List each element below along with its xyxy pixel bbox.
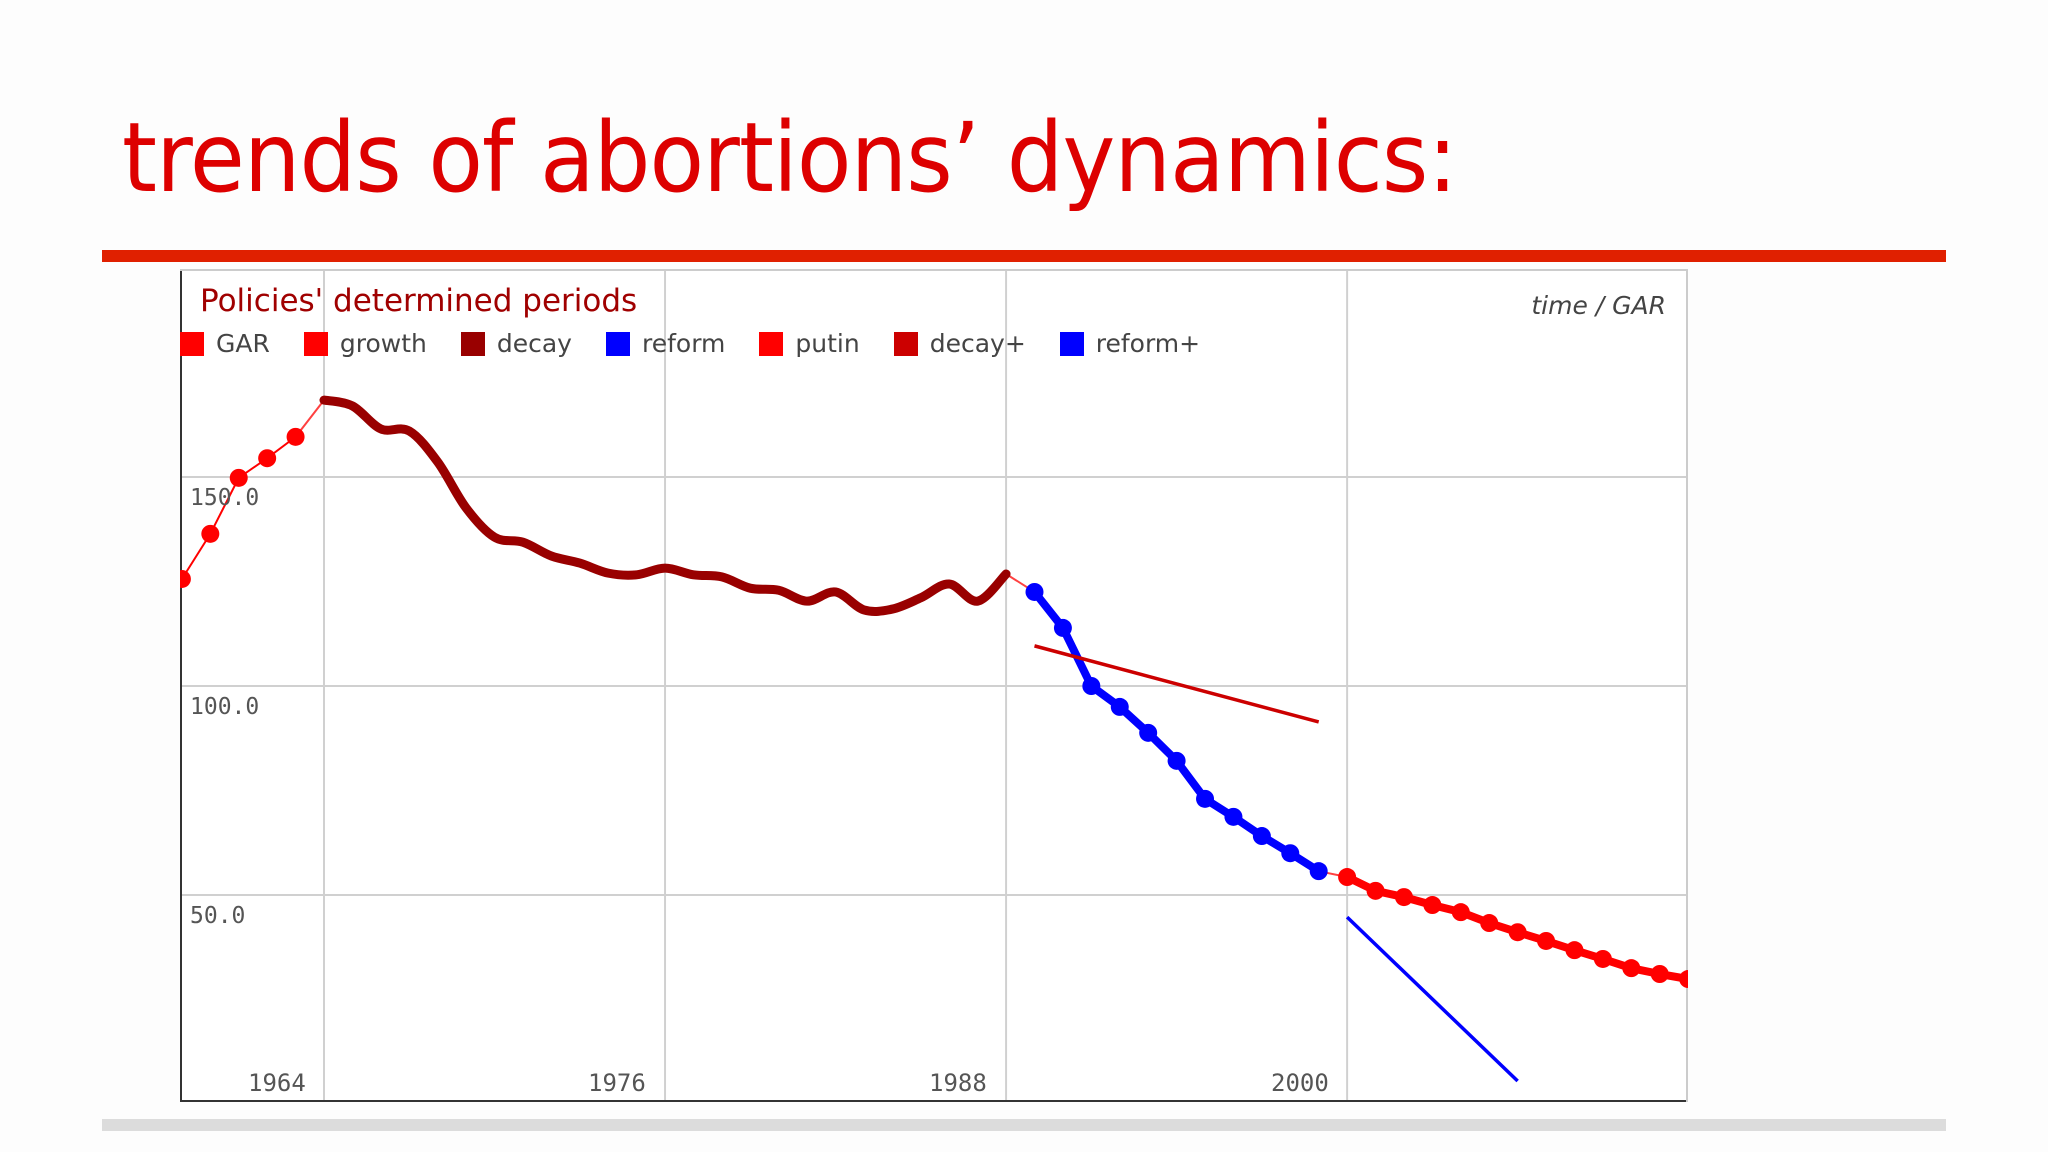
legend-item-reform: reform: [605, 329, 726, 358]
legend-item-gar: GAR: [180, 329, 270, 358]
data-point: [1451, 903, 1470, 922]
y-tick-150: 150.0: [190, 485, 260, 511]
legend-swatch-icon: [759, 331, 784, 356]
data-point: [1593, 949, 1612, 968]
footer-bar: [102, 1119, 1946, 1131]
data-point: [286, 427, 305, 446]
legend-label: GAR: [216, 329, 270, 358]
data-point: [1025, 582, 1044, 601]
data-point: [1309, 862, 1328, 881]
legend-swatch-icon: [605, 331, 630, 356]
series-reform: [1031, 589, 1321, 875]
legend-swatch-icon: [893, 331, 918, 356]
trend-reform+: [1345, 915, 1519, 1083]
data-point: [229, 468, 248, 487]
data-point: [1366, 881, 1385, 900]
data-point: [1082, 677, 1101, 695]
x-tick-1988: 1988: [929, 1069, 987, 1097]
data-point: [1110, 697, 1129, 716]
data-point: [1053, 618, 1072, 637]
legend-item-putin: putin: [759, 329, 860, 358]
chart-legend: GAR growth decay reform putin decay+ ref…: [180, 329, 1234, 358]
legend-item-decay: decay: [460, 329, 572, 358]
legend-swatch-icon: [1059, 331, 1084, 356]
title-underline: [102, 250, 1946, 262]
data-point: [1167, 751, 1186, 770]
data-point: [1508, 923, 1527, 942]
series-decay: [319, 395, 1011, 616]
slide-title: trends of abortions’ dynamics:: [122, 102, 1458, 214]
data-point: [1565, 941, 1584, 960]
data-point: [1423, 896, 1442, 915]
legend-label: reform+: [1095, 329, 1201, 358]
legend-label: growth: [339, 329, 427, 358]
legend-item-growth: growth: [303, 329, 427, 358]
data-point: [1394, 888, 1413, 907]
data-point: [1537, 931, 1556, 950]
data-point: [1281, 844, 1300, 863]
x-tick-1976: 1976: [588, 1069, 646, 1097]
data-point: [1622, 959, 1641, 978]
data-point: [1650, 965, 1669, 984]
data-point: [1480, 914, 1499, 933]
data-point: [201, 524, 220, 543]
legend-label: decay: [496, 329, 572, 358]
x-tick-1964: 1964: [248, 1069, 306, 1097]
chart-plot-area: [180, 269, 1688, 1102]
legend-swatch-icon: [180, 331, 204, 356]
data-point: [1338, 868, 1357, 887]
y-tick-50: 50.0: [190, 903, 246, 929]
data-point: [1679, 970, 1688, 989]
legend-label: putin: [795, 329, 860, 358]
data-point: [1224, 807, 1243, 826]
data-point: [1196, 789, 1215, 808]
trend-decay+: [1034, 644, 1320, 724]
y-tick-100: 100.0: [190, 694, 260, 720]
chart: Policies' determined periods time / GAR …: [180, 269, 1688, 1102]
legend-item-reform-plus: reform+: [1059, 329, 1201, 358]
data-point: [180, 569, 191, 588]
chart-title: Policies' determined periods: [200, 283, 638, 319]
data-point: [1252, 827, 1271, 846]
data-point: [1139, 723, 1158, 742]
legend-swatch-icon: [460, 331, 485, 356]
legend-swatch-icon: [303, 331, 328, 356]
x-tick-2000: 2000: [1271, 1069, 1329, 1097]
data-point: [258, 449, 277, 468]
axis-caption: time / GAR: [1531, 291, 1666, 320]
legend-label: reform: [641, 329, 726, 358]
legend-item-decay-plus: decay+: [893, 329, 1026, 358]
legend-label: decay+: [929, 329, 1026, 358]
